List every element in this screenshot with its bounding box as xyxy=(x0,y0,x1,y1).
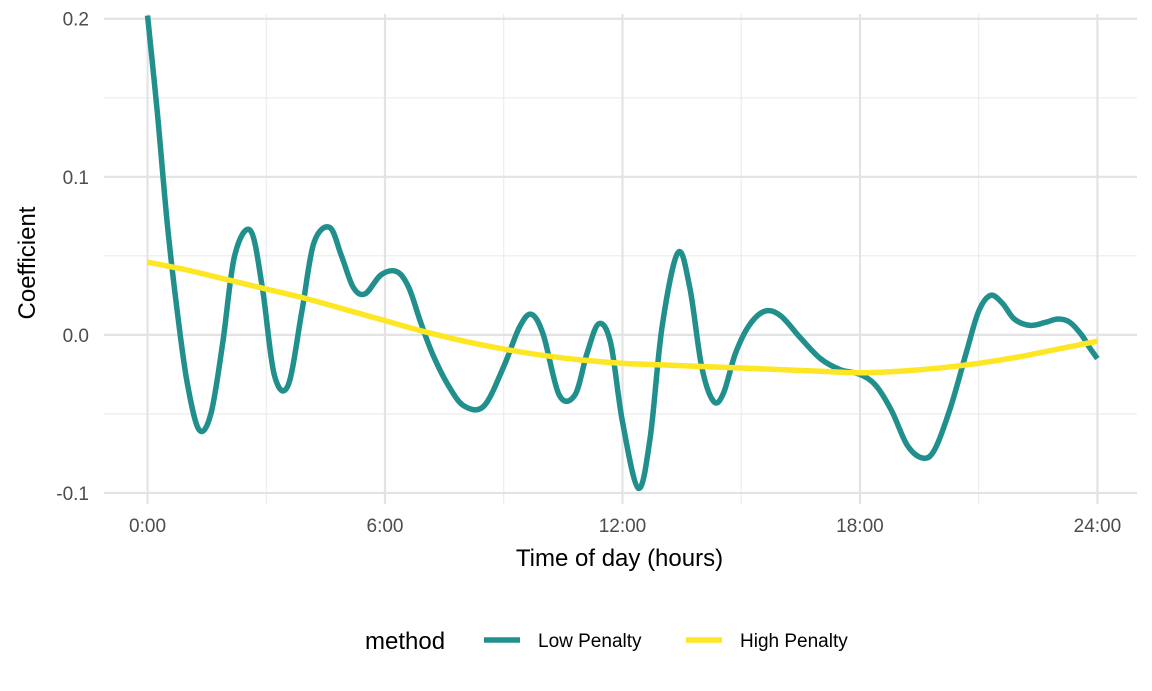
series-line-low-penalty xyxy=(144,15,1100,491)
y-tick-label: -0.1 xyxy=(56,484,89,505)
legend-label-low-penalty: Low Penalty xyxy=(538,631,642,652)
y-tick-label: 0.1 xyxy=(63,168,89,189)
y-tick-label: 0.2 xyxy=(63,10,89,31)
y-axis-title: Coefficient xyxy=(14,206,41,319)
series-lines xyxy=(144,15,1100,491)
x-axis-title: Time of day (hours) xyxy=(516,545,723,572)
x-axis-tick-labels: 0:00 6:00 12:00 18:00 24:00 xyxy=(129,516,1121,537)
y-tick-label: 0.0 xyxy=(63,326,89,347)
x-tick-label: 0:00 xyxy=(129,516,166,537)
x-tick-label: 18:00 xyxy=(836,516,884,537)
x-tick-label: 6:00 xyxy=(367,516,404,537)
legend: method Low Penalty High Penalty xyxy=(365,628,848,655)
series-line-high-penalty xyxy=(147,259,1098,376)
legend-label-high-penalty: High Penalty xyxy=(740,631,848,652)
x-tick-label: 12:00 xyxy=(599,516,647,537)
legend-title: method xyxy=(365,628,445,655)
x-tick-label: 24:00 xyxy=(1074,516,1122,537)
y-axis-tick-labels: 0.2 0.1 0.0 -0.1 xyxy=(56,10,89,505)
